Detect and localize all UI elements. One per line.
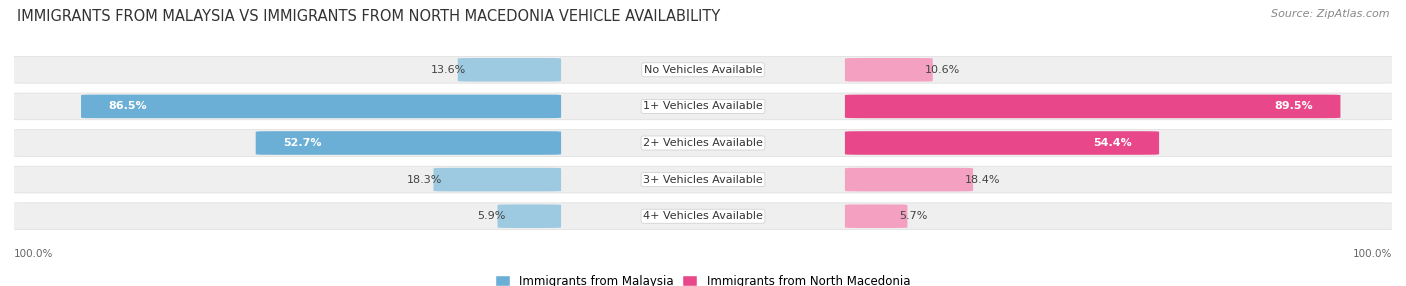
Text: 2+ Vehicles Available: 2+ Vehicles Available [643,138,763,148]
FancyBboxPatch shape [498,204,561,228]
Text: 100.0%: 100.0% [14,249,53,259]
Text: 18.4%: 18.4% [965,175,1000,184]
Text: 100.0%: 100.0% [1353,249,1392,259]
FancyBboxPatch shape [845,204,907,228]
Text: No Vehicles Available: No Vehicles Available [644,65,762,75]
FancyBboxPatch shape [7,56,1399,83]
Text: 86.5%: 86.5% [108,102,148,111]
Text: 4+ Vehicles Available: 4+ Vehicles Available [643,211,763,221]
FancyBboxPatch shape [458,58,561,82]
Text: 52.7%: 52.7% [283,138,322,148]
FancyBboxPatch shape [82,95,561,118]
Text: 18.3%: 18.3% [406,175,441,184]
FancyBboxPatch shape [845,131,1159,155]
Text: 3+ Vehicles Available: 3+ Vehicles Available [643,175,763,184]
FancyBboxPatch shape [845,58,932,82]
Text: 5.7%: 5.7% [900,211,928,221]
Legend: Immigrants from Malaysia, Immigrants from North Macedonia: Immigrants from Malaysia, Immigrants fro… [491,270,915,286]
Text: 10.6%: 10.6% [925,65,960,75]
Text: 1+ Vehicles Available: 1+ Vehicles Available [643,102,763,111]
Text: IMMIGRANTS FROM MALAYSIA VS IMMIGRANTS FROM NORTH MACEDONIA VEHICLE AVAILABILITY: IMMIGRANTS FROM MALAYSIA VS IMMIGRANTS F… [17,9,720,23]
Text: 13.6%: 13.6% [430,65,465,75]
FancyBboxPatch shape [7,166,1399,193]
Text: Source: ZipAtlas.com: Source: ZipAtlas.com [1271,9,1389,19]
FancyBboxPatch shape [7,130,1399,156]
Text: 54.4%: 54.4% [1092,138,1132,148]
FancyBboxPatch shape [7,93,1399,120]
FancyBboxPatch shape [256,131,561,155]
FancyBboxPatch shape [433,168,561,191]
Text: 5.9%: 5.9% [478,211,506,221]
FancyBboxPatch shape [845,95,1340,118]
FancyBboxPatch shape [845,168,973,191]
Text: 89.5%: 89.5% [1274,102,1313,111]
FancyBboxPatch shape [7,203,1399,230]
